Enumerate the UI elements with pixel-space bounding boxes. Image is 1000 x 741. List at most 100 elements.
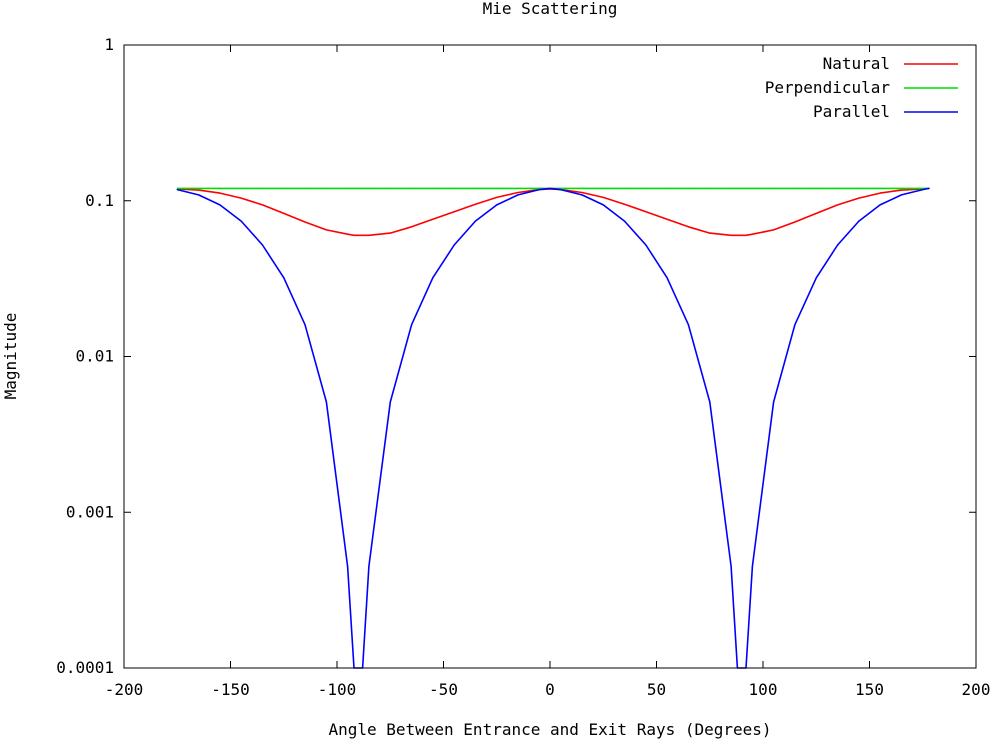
data-point-parallel [549,187,551,189]
data-point-perpendicular [353,187,355,189]
data-point-perpendicular [730,187,732,189]
y-tick-label: 0.1 [85,191,114,210]
data-point-perpendicular [623,187,626,189]
data-point-natural [496,196,498,198]
data-point-natural [900,189,903,191]
x-tick-label: 100 [749,680,778,699]
data-point-natural [687,226,690,228]
data-point-natural [283,212,285,214]
plot-area-frame [123,44,977,669]
data-point-perpendicular [362,187,364,189]
data-point-parallel [858,220,860,222]
data-point-perpendicular [736,187,739,189]
data-point-parallel [304,324,306,326]
data-point-perpendicular [240,187,242,189]
data-point-natural [219,192,221,194]
data-point-parallel [602,204,604,206]
data-point-perpendicular [794,187,796,189]
data-point-natural [645,211,647,213]
x-tick-label: 50 [647,680,666,699]
data-point-natural [389,232,391,234]
data-point-natural [368,234,370,236]
data-point-parallel [623,220,626,222]
data-point-natural [709,232,711,234]
data-point-parallel [730,565,732,567]
data-point-natural [741,234,743,236]
data-point-natural [261,204,264,206]
data-point-perpendicular [496,187,498,189]
data-point-natural [794,221,796,223]
data-point-parallel [645,244,647,246]
data-point-perpendicular [741,187,743,189]
data-point-natural [517,191,519,194]
x-tick-label: 200 [962,680,991,699]
chart-title: Mie Scattering [483,0,618,18]
data-point-perpendicular [357,187,359,189]
data-point-parallel [928,187,930,189]
data-point-natural [357,234,359,236]
data-point-perpendicular [645,187,647,189]
data-point-perpendicular [815,187,817,189]
data-point-parallel [368,565,370,567]
data-point-perpendicular [368,187,370,189]
data-point-parallel [219,204,221,206]
data-point-perpendicular [176,187,178,189]
data-point-parallel [709,401,711,403]
data-point-parallel [687,324,690,326]
y-tick-label: 0.01 [75,347,114,366]
data-point-natural [198,189,200,191]
y-tick-label: 1 [104,35,114,54]
y-axis-label: Magnitude [1,313,20,400]
data-point-parallel [411,324,413,326]
data-point-perpendicular [389,187,391,189]
data-point-parallel [496,204,498,206]
data-point-natural [453,211,455,213]
data-point-perpendicular [581,187,583,189]
data-point-natural [581,191,583,194]
data-point-natural [736,234,739,236]
data-point-perpendicular [837,187,839,189]
data-point-parallel [474,220,476,222]
x-tick-label: -150 [211,680,250,699]
data-point-perpendicular [517,187,519,189]
data-point-natural [347,233,349,235]
data-point-parallel [453,244,455,246]
series-line-natural [177,187,930,237]
data-point-perpendicular [453,187,455,189]
data-point-parallel [517,194,519,196]
data-point-parallel [751,565,754,567]
x-tick-label: -50 [429,680,458,699]
data-point-perpendicular [922,187,924,189]
data-point-natural [623,203,626,205]
data-point-parallel [176,189,178,191]
data-point-parallel [879,204,881,206]
data-point-natural [325,229,327,231]
data-point-perpendicular [411,187,413,189]
x-tick-label: 0 [545,680,555,699]
data-point-perpendicular [325,187,327,189]
data-point-natural [837,204,839,206]
data-point-perpendicular [900,187,903,189]
data-point-perpendicular [219,187,221,189]
data-point-parallel [900,194,903,196]
series-parallel [176,187,930,669]
y-tick-label: 0.0001 [56,658,114,677]
data-point-parallel [922,189,924,191]
data-point-natural [773,229,775,231]
series-line-parallel [177,187,930,669]
data-point-parallel [560,189,562,191]
data-point-natural [411,226,413,228]
data-point-natural [362,234,364,236]
data-point-perpendicular [198,187,200,189]
x-tick-label: -200 [105,680,144,699]
data-point-parallel [261,244,264,246]
data-point-natural [858,197,860,199]
x-tick-label: 150 [855,680,884,699]
data-point-natural [474,203,476,205]
data-point-perpendicular [432,187,434,189]
data-point-natural [353,234,355,236]
data-point-perpendicular [474,187,476,189]
data-point-parallel [538,189,540,191]
data-point-parallel [581,194,583,196]
